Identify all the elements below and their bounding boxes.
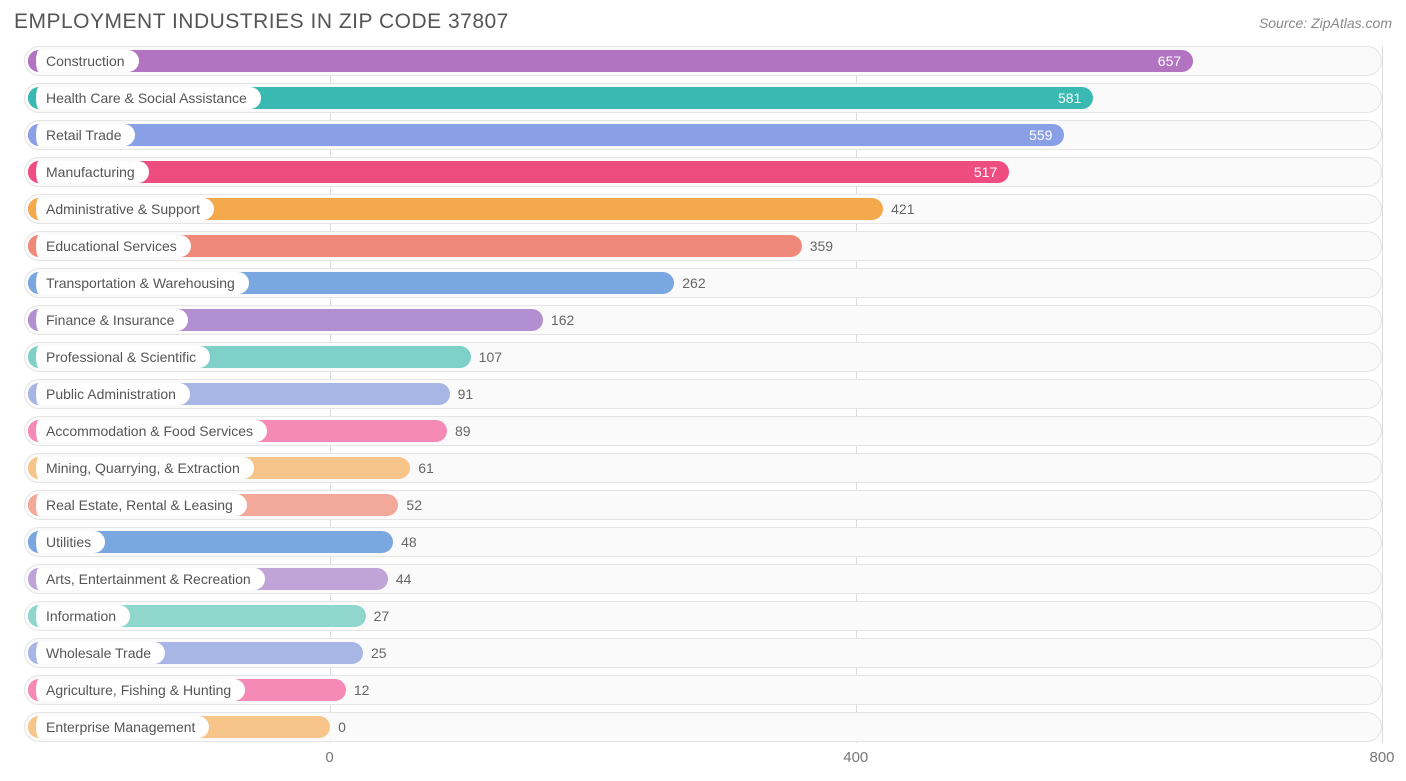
bar-value: 517 [974, 161, 997, 183]
bar-fill: 657 [28, 50, 1193, 72]
bar-label-pill: Agriculture, Fishing & Hunting [28, 679, 245, 701]
bar-label-pill: Educational Services [28, 235, 191, 257]
bar-value: 48 [401, 528, 417, 556]
bar-row: 581 Health Care & Social Assistance [24, 83, 1382, 113]
bar-label-pill: Utilities [28, 531, 105, 553]
bar-row: 359 Educational Services [24, 231, 1382, 261]
bar-row: 48 Utilities [24, 527, 1382, 557]
bar-value: 107 [479, 343, 502, 371]
bar-label-pill: Health Care & Social Assistance [28, 87, 261, 109]
bar-value: 162 [551, 306, 574, 334]
bars-container: 657 Construction 581 Health Care & Social A… [24, 46, 1382, 742]
bar-value: 657 [1158, 50, 1181, 72]
bar-row: 657 Construction [24, 46, 1382, 76]
chart-header: EMPLOYMENT INDUSTRIES IN ZIP CODE 37807 … [14, 10, 1392, 34]
bar-value: 91 [458, 380, 474, 408]
bar-label-pill: Manufacturing [28, 161, 149, 183]
bar-value: 581 [1058, 87, 1081, 109]
bar-label-pill: Construction [28, 50, 139, 72]
bar-label-pill: Arts, Entertainment & Recreation [28, 568, 265, 590]
bar-row: 0 Enterprise Management [24, 712, 1382, 742]
axis-tick: 800 [1369, 749, 1394, 766]
x-axis: 0400800 [24, 749, 1382, 771]
bar-value: 359 [810, 232, 833, 260]
axis-tick: 400 [843, 749, 868, 766]
bar-value: 559 [1029, 124, 1052, 146]
bar-label-pill: Finance & Insurance [28, 309, 188, 331]
bar-value: 421 [891, 195, 914, 223]
bar-row: 517 Manufacturing [24, 157, 1382, 187]
bar-value: 44 [396, 565, 412, 593]
bar-row: 27 Information [24, 601, 1382, 631]
chart-area: 657 Construction 581 Health Care & Social A… [24, 46, 1382, 771]
bar-row: 61 Mining, Quarrying, & Extraction [24, 453, 1382, 483]
chart-source: Source: ZipAtlas.com [1259, 15, 1392, 31]
bar-value: 0 [338, 713, 346, 741]
bar-value: 27 [374, 602, 390, 630]
grid-line [1382, 46, 1383, 743]
bar-label-pill: Mining, Quarrying, & Extraction [28, 457, 254, 479]
bar-row: 262 Transportation & Warehousing [24, 268, 1382, 298]
source-value: ZipAtlas.com [1311, 15, 1392, 31]
bar-row: 559 Retail Trade [24, 120, 1382, 150]
bar-label-pill: Enterprise Management [28, 716, 209, 738]
bar-row: 12 Agriculture, Fishing & Hunting [24, 675, 1382, 705]
bar-row: 89 Accommodation & Food Services [24, 416, 1382, 446]
bar-label-pill: Wholesale Trade [28, 642, 165, 664]
bar-label-pill: Accommodation & Food Services [28, 420, 267, 442]
bar-value: 89 [455, 417, 471, 445]
bar-label-pill: Retail Trade [28, 124, 135, 146]
bar-row: 421 Administrative & Support [24, 194, 1382, 224]
axis-tick: 0 [325, 749, 333, 766]
bar-value: 52 [406, 491, 422, 519]
bar-value: 61 [418, 454, 434, 482]
bar-row: 91 Public Administration [24, 379, 1382, 409]
bar-row: 44 Arts, Entertainment & Recreation [24, 564, 1382, 594]
bar-label-pill: Professional & Scientific [28, 346, 210, 368]
bar-row: 107 Professional & Scientific [24, 342, 1382, 372]
bar-fill: 517 [28, 161, 1009, 183]
bar-row: 52 Real Estate, Rental & Leasing [24, 490, 1382, 520]
bar-value: 12 [354, 676, 370, 704]
bar-fill: 559 [28, 124, 1064, 146]
bar-row: 162 Finance & Insurance [24, 305, 1382, 335]
bar-label-pill: Public Administration [28, 383, 190, 405]
bar-value: 25 [371, 639, 387, 667]
bar-value: 262 [682, 269, 705, 297]
bar-label-pill: Real Estate, Rental & Leasing [28, 494, 247, 516]
bar-label-pill: Administrative & Support [28, 198, 214, 220]
source-label: Source: [1259, 15, 1307, 31]
bar-label-pill: Transportation & Warehousing [28, 272, 249, 294]
bar-label-pill: Information [28, 605, 130, 627]
chart-title: EMPLOYMENT INDUSTRIES IN ZIP CODE 37807 [14, 10, 509, 34]
bar-row: 25 Wholesale Trade [24, 638, 1382, 668]
